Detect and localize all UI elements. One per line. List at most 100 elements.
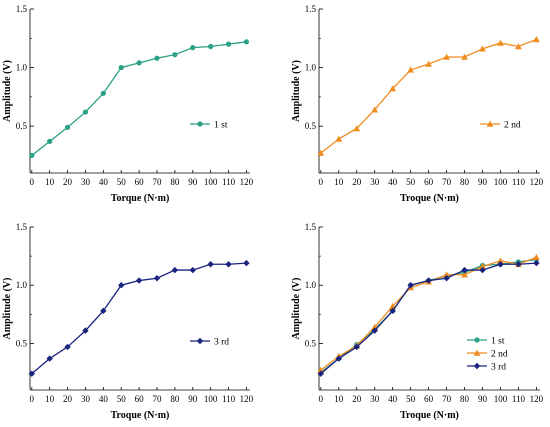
- data-point: [389, 307, 396, 315]
- data-point: [64, 343, 71, 351]
- chart-panel-3: 0 10 20 30 40 50 60 70 80 90 100 110 120 0.5 1.0 1.5 Tro…: [2, 222, 254, 421]
- x-axis-label: Troque (N·m): [400, 410, 459, 421]
- x-tick-label: 50: [117, 394, 127, 404]
- y-axis-label: Amplitude (V): [291, 60, 302, 122]
- series-line-triangle: [320, 38, 537, 154]
- x-tick-label: 30: [81, 394, 91, 404]
- x-tick-label: 90: [188, 177, 198, 187]
- x-tick-label: 90: [478, 394, 488, 404]
- data-point: [154, 55, 160, 61]
- y-axis-label: Amplitude (V): [2, 60, 13, 122]
- data-point: [371, 106, 379, 113]
- y-tick-label: 1.5: [305, 222, 317, 232]
- data-point: [317, 366, 325, 373]
- x-tick-label: 60: [424, 177, 434, 187]
- data-point: [171, 266, 179, 274]
- data-point: [353, 343, 360, 351]
- x-tick-label: 20: [352, 177, 362, 187]
- data-point: [82, 109, 89, 115]
- x-tick-label: 80: [170, 177, 180, 187]
- x-tick-label: 30: [370, 177, 380, 187]
- data-point: [207, 261, 214, 268]
- data-point: [100, 307, 107, 315]
- data-point: [461, 266, 468, 274]
- y-axis-label: Amplitude (V): [2, 278, 13, 340]
- legend-label: 2 nd: [504, 121, 521, 131]
- data-point: [317, 149, 325, 156]
- x-tick-label: 70: [442, 177, 452, 187]
- x-axis-label: Torque (N·m): [111, 193, 170, 204]
- data-point: [389, 85, 397, 92]
- legend-label: 3 rd: [491, 363, 506, 373]
- data-point: [335, 135, 343, 142]
- x-tick-label: 30: [370, 394, 380, 404]
- data-point: [353, 125, 361, 132]
- x-tick-label: 40: [99, 394, 109, 404]
- data-point: [533, 253, 540, 260]
- x-tick-label: 110: [512, 394, 526, 404]
- y-tick-label: 1.0: [305, 280, 317, 290]
- data-point: [100, 90, 106, 96]
- y-tick-label: 0.5: [16, 338, 28, 348]
- data-point: [443, 275, 450, 282]
- x-tick-label: 100: [204, 177, 218, 187]
- data-point: [497, 39, 504, 46]
- x-tick-label: 120: [530, 177, 544, 187]
- y-tick-label: 1.0: [16, 63, 28, 73]
- data-point: [82, 327, 89, 334]
- data-point: [407, 66, 415, 73]
- data-point: [28, 370, 35, 377]
- data-point: [208, 43, 214, 50]
- x-tick-label: 10: [334, 177, 344, 187]
- x-tick-label: 100: [494, 177, 508, 187]
- data-point: [479, 266, 486, 274]
- x-tick-label: 40: [388, 394, 398, 404]
- legend-marker: [473, 362, 481, 370]
- x-tick-label: 120: [530, 394, 544, 404]
- data-point: [46, 355, 53, 362]
- x-tick-label: 0: [319, 177, 324, 187]
- x-tick-label: 50: [406, 177, 416, 187]
- data-point: [225, 41, 232, 47]
- data-point: [371, 327, 378, 334]
- y-tick-label: 0.5: [305, 338, 317, 348]
- x-tick-label: 100: [494, 394, 508, 404]
- x-tick-label: 0: [319, 394, 324, 404]
- legend-marker: [474, 337, 480, 343]
- data-point: [153, 275, 161, 282]
- y-tick-label: 0.5: [16, 121, 28, 131]
- x-tick-label: 120: [240, 394, 254, 404]
- legend-marker: [486, 120, 494, 127]
- data-point: [461, 271, 468, 278]
- x-tick-label: 20: [63, 177, 73, 187]
- x-tick-label: 30: [81, 177, 91, 187]
- data-point: [515, 261, 522, 268]
- x-tick-label: 100: [204, 394, 218, 404]
- series-line-circle: [31, 41, 247, 156]
- data-point: [189, 266, 196, 274]
- data-point: [443, 271, 450, 278]
- x-tick-label: 90: [188, 394, 198, 404]
- data-point: [443, 53, 450, 60]
- x-axis-label: Troque (N·m): [400, 193, 459, 204]
- legend-label: 3 rd: [214, 338, 229, 348]
- data-point: [136, 60, 142, 66]
- x-tick-label: 40: [99, 177, 109, 187]
- legend: 1 st 2 nd 3 rd: [467, 337, 508, 373]
- legend-label: 2 nd: [491, 350, 508, 360]
- y-tick-label: 0.5: [305, 121, 317, 131]
- data-point: [47, 138, 53, 144]
- y-tick-label: 1.0: [16, 280, 28, 290]
- legend-marker: [197, 121, 203, 127]
- x-axis-label: Troque (N·m): [111, 410, 170, 421]
- x-tick-label: 80: [170, 394, 180, 404]
- data-point: [243, 259, 250, 267]
- data-point: [172, 52, 178, 58]
- x-tick-label: 70: [442, 394, 452, 404]
- data-point: [135, 277, 143, 284]
- data-point: [335, 355, 342, 362]
- data-point: [479, 263, 486, 270]
- x-tick-label: 60: [424, 394, 434, 404]
- x-tick-label: 0: [30, 177, 35, 187]
